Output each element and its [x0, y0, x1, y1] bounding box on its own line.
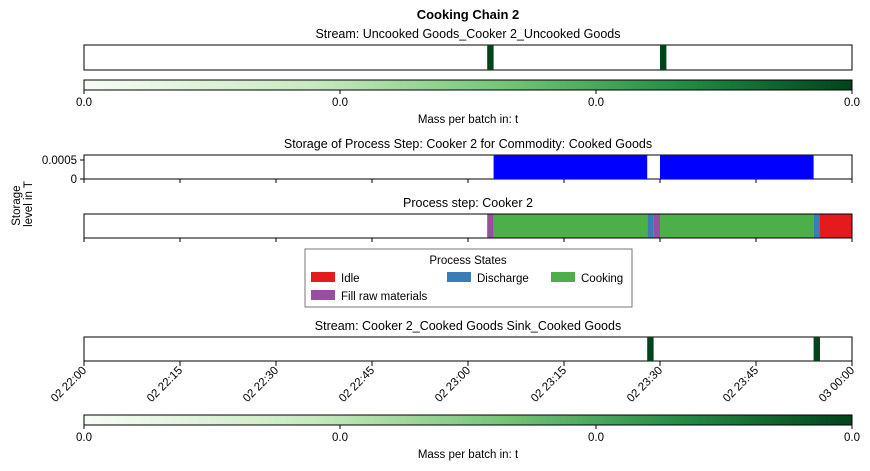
- colorbar-bottom-label: Mass per batch in: t: [418, 449, 519, 461]
- storage-xticks: [83, 179, 853, 183]
- colorbar-bottom-tick-label-1: 0.0: [332, 432, 348, 444]
- colorbar-top-gradient: [83, 79, 853, 91]
- state-segment-2: [647, 214, 654, 238]
- output-stream-title: Stream: Cooker 2_Cooked Goods Sink_Cooke…: [315, 319, 621, 333]
- legend-label-fill-raw: Fill raw materials: [341, 291, 428, 303]
- time-tick-label-3: 02 22:45: [337, 365, 377, 405]
- time-tick-label-8: 03 00:00: [817, 365, 857, 405]
- colorbar-top-tick-label-3: 0.0: [844, 97, 860, 109]
- colorbar-top-tick-label-2: 0.0: [588, 97, 604, 109]
- colorbar-top-tick-label-1: 0.0: [332, 97, 348, 109]
- colorbar-bottom-tick-label-2: 0.0: [588, 432, 604, 444]
- colorbar-bottom: 0.0 0.0 0.0 0.0 Mass per batch in: t: [76, 414, 860, 461]
- process-step-title: Process step: Cooker 2: [403, 196, 533, 210]
- panel-output-stream: Stream: Cooker 2_Cooked Goods Sink_Cooke…: [49, 319, 857, 405]
- storage-ytick-label-zero: 0: [71, 174, 77, 186]
- output-stream-events: [647, 337, 820, 361]
- storage-ylabel-line1: Storage: [11, 185, 23, 225]
- legend-label-discharge: Discharge: [477, 273, 529, 285]
- time-tick-label-5: 02 23:15: [529, 365, 569, 405]
- state-segment-4: [660, 214, 814, 238]
- legend-swatch-idle: [311, 272, 335, 282]
- storage-ylabel: Storage level in T: [11, 181, 35, 227]
- input-stream-frame: [83, 44, 853, 71]
- colorbar-bottom-ticks: 0.0 0.0 0.0 0.0: [76, 425, 860, 444]
- colorbar-bottom-gradient: [83, 414, 853, 426]
- colorbar-top-ticks: 0.0 0.0 0.0 0.0: [76, 90, 860, 109]
- panel-storage: Storage of Process Step: Cooker 2 for Co…: [42, 137, 853, 186]
- state-segment-1: [493, 214, 648, 238]
- time-tick-label-1: 02 22:15: [145, 365, 185, 405]
- panel-process-step: Process step: Cooker 2: [83, 196, 853, 242]
- colorbar-top-tick-label-0: 0.0: [76, 97, 92, 109]
- state-segments: [487, 214, 852, 238]
- colorbar-top: 0.0 0.0 0.0 0.0 Mass per batch in: t: [76, 79, 860, 126]
- legend-label-idle: Idle: [341, 273, 360, 285]
- time-axis: 02 22:00 02 22:15 02 22:30 02 22:45 02 23:00…: [49, 361, 857, 405]
- input-stream-event-1: [660, 45, 667, 70]
- storage-blocks: [493, 155, 814, 179]
- time-tick-label-0: 02 22:00: [49, 365, 89, 405]
- legend-swatch-fill-raw: [311, 290, 335, 300]
- storage-block-1: [660, 155, 814, 179]
- output-stream-event-0: [647, 337, 654, 361]
- state-segment-6: [820, 214, 852, 238]
- input-stream-events: [487, 45, 667, 70]
- legend: Process States Idle Discharge Cooking Fi…: [304, 248, 633, 308]
- colorbar-bottom-tick-label-0: 0.0: [76, 432, 92, 444]
- time-tick-label-4: 02 23:00: [433, 365, 473, 405]
- legend-label-cooking: Cooking: [581, 273, 623, 285]
- storage-title: Storage of Process Step: Cooker 2 for Co…: [284, 137, 652, 151]
- legend-swatch-cooking: [551, 272, 575, 282]
- process-step-xticks: [83, 238, 853, 242]
- time-tick-label-2: 02 22:30: [241, 365, 281, 405]
- storage-block-0: [493, 155, 648, 179]
- input-stream-event-0: [487, 45, 494, 70]
- state-segment-5: [813, 214, 820, 238]
- state-segment-0: [487, 214, 494, 238]
- output-stream-frame: [83, 336, 853, 362]
- state-segment-3: [653, 214, 660, 238]
- colorbar-top-label: Mass per batch in: t: [418, 114, 519, 126]
- legend-title: Process States: [429, 255, 507, 267]
- input-stream-title: Stream: Uncooked Goods_Cooker 2_Uncooked…: [315, 27, 620, 41]
- storage-ytick-label-high: 0.0005: [42, 155, 77, 167]
- time-tick-label-7: 02 23:45: [721, 365, 761, 405]
- figure-title: Cooking Chain 2: [417, 7, 520, 22]
- output-stream-event-1: [813, 337, 820, 361]
- storage-ylabel-line2: level in T: [23, 181, 35, 227]
- legend-swatch-discharge: [447, 272, 471, 282]
- panel-input-stream: Stream: Uncooked Goods_Cooker 2_Uncooked…: [83, 27, 853, 71]
- time-tick-label-6: 02 23:30: [625, 365, 665, 405]
- colorbar-bottom-tick-label-3: 0.0: [844, 432, 860, 444]
